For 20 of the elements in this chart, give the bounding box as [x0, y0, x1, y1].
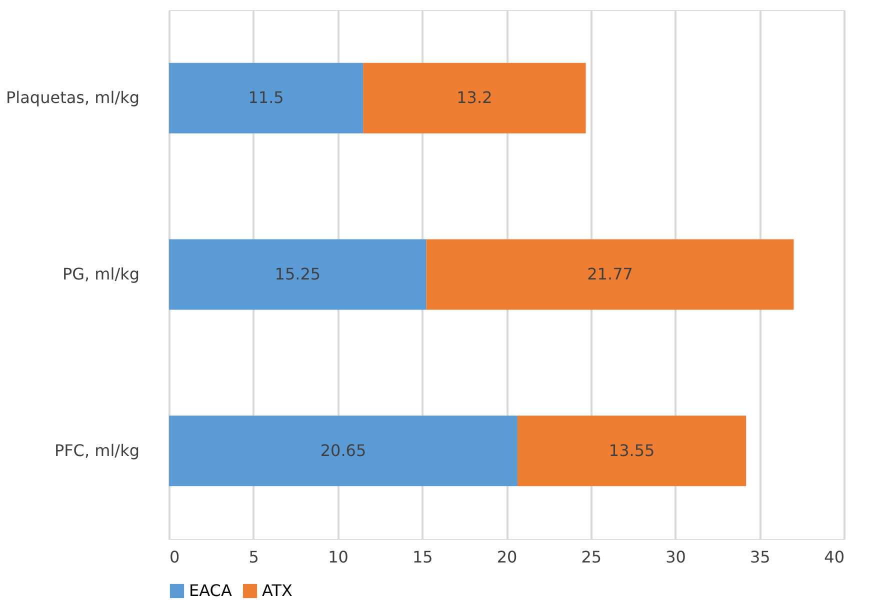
y-tick-label: Plaquetas, ml/kg — [6, 88, 140, 108]
data-label: 20.65 — [320, 440, 366, 460]
data-label: 11.5 — [248, 88, 284, 108]
x-tick-label: 40 — [824, 548, 844, 566]
x-tick-label: 25 — [581, 548, 602, 566]
data-label: 13.2 — [456, 88, 492, 108]
x-tick-label: 15 — [412, 548, 433, 566]
y-tick-label: PG, ml/kg — [62, 264, 140, 284]
legend-label: EACA — [189, 581, 232, 600]
x-tick-label: 0 — [170, 548, 180, 566]
legend-label: ATX — [262, 581, 292, 600]
data-label: 15.25 — [274, 264, 321, 284]
x-tick-label: 30 — [666, 548, 686, 566]
x-tick-label: 10 — [328, 548, 348, 566]
data-label: 21.77 — [587, 264, 633, 284]
x-tick-label: 35 — [750, 548, 770, 566]
data-label: 13.55 — [608, 440, 655, 460]
x-tick-label: 5 — [248, 548, 259, 566]
x-tick-label: 20 — [496, 548, 518, 566]
y-tick-label: PFC, ml/kg — [54, 440, 140, 460]
